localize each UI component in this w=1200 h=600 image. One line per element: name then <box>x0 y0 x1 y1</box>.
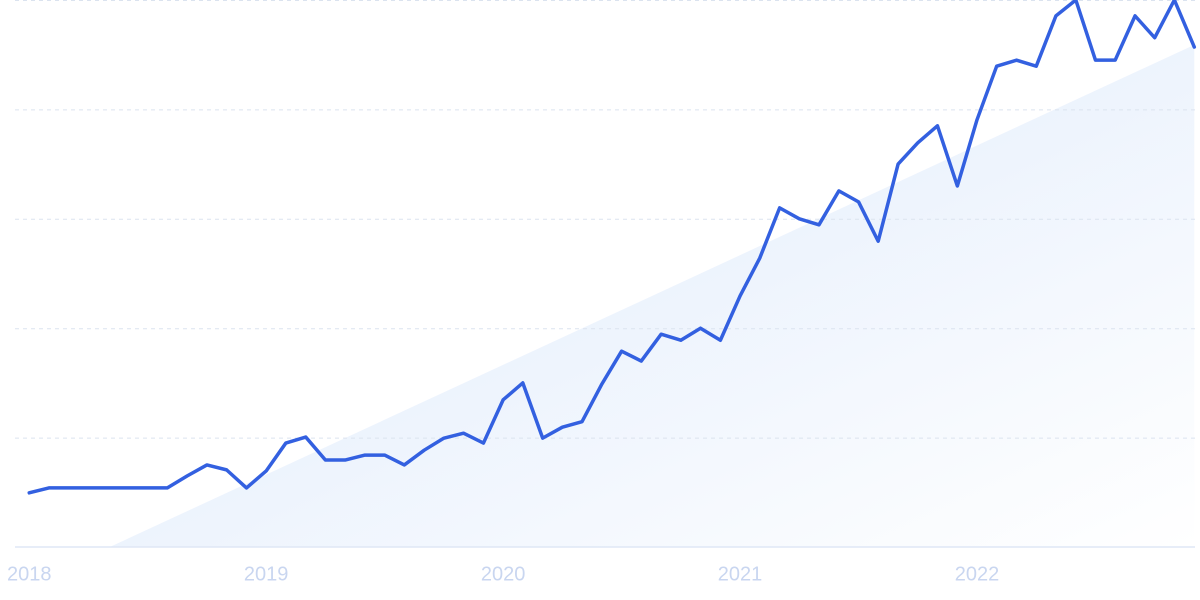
x-tick-label: 2022 <box>955 563 1000 585</box>
x-tick-label: 2018 <box>7 563 52 585</box>
trend-line <box>27 0 1197 495</box>
x-tick-label: 2020 <box>481 563 526 585</box>
x-tick-label: 2021 <box>718 563 763 585</box>
x-tick-label: 2019 <box>244 563 289 585</box>
trend-area <box>109 44 1195 547</box>
